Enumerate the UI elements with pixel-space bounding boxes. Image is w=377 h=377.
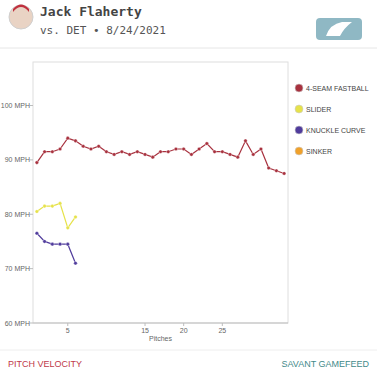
point xyxy=(143,153,147,157)
point xyxy=(221,150,225,154)
point xyxy=(43,150,47,154)
legend-swatch xyxy=(295,126,303,134)
avatar-cap xyxy=(13,5,29,13)
legend-label: SINKER xyxy=(306,148,332,155)
x-axis-label: Pitches xyxy=(149,335,172,342)
point xyxy=(74,139,78,143)
footer-left: PITCH VELOCITY xyxy=(8,359,82,369)
point xyxy=(35,231,39,235)
point xyxy=(74,261,78,265)
point xyxy=(174,147,178,151)
point xyxy=(159,150,163,154)
y-tick xyxy=(30,268,33,269)
x-tick-label: 5 xyxy=(66,327,70,334)
x-tick xyxy=(67,323,68,326)
point xyxy=(74,215,78,219)
y-tick-label: 60 MPH xyxy=(5,320,30,327)
point xyxy=(120,150,124,154)
point xyxy=(267,166,271,170)
header-rule xyxy=(0,48,377,49)
point xyxy=(51,204,55,208)
point xyxy=(43,204,47,208)
point xyxy=(58,242,62,246)
x-tick-label: 25 xyxy=(218,327,226,334)
logo-mark xyxy=(326,22,352,36)
y-tick-label: 70 MPH xyxy=(5,265,30,272)
series-line xyxy=(37,138,284,173)
title: Jack Flaherty xyxy=(40,4,142,19)
logo xyxy=(316,18,362,40)
point xyxy=(35,161,39,165)
point xyxy=(89,147,93,151)
point xyxy=(205,142,209,146)
y-tick xyxy=(30,323,33,324)
x-tick xyxy=(145,323,146,326)
point xyxy=(112,153,116,157)
point xyxy=(136,150,140,154)
legend-label: SLIDER xyxy=(306,106,331,113)
point xyxy=(251,153,255,157)
series-line xyxy=(37,233,76,263)
point xyxy=(282,172,286,176)
point xyxy=(275,169,279,173)
legend-swatch xyxy=(295,147,303,155)
point xyxy=(35,210,39,214)
footer-right: SAVANT GAMEFEED xyxy=(281,359,369,369)
point xyxy=(151,155,155,159)
point xyxy=(51,150,55,154)
x-tick-label: 20 xyxy=(180,327,188,334)
point xyxy=(43,240,47,244)
point xyxy=(197,147,201,151)
legend-swatch xyxy=(295,84,303,92)
legend-label: 4-SEAM FASTBALL xyxy=(306,85,369,92)
point xyxy=(236,155,240,159)
point xyxy=(51,242,55,246)
footer-rule xyxy=(0,350,377,351)
y-tick xyxy=(30,159,33,160)
y-tick xyxy=(30,105,33,106)
legend-swatch xyxy=(295,105,303,113)
x-tick xyxy=(183,323,184,326)
y-tick-label: 90 MPH xyxy=(5,156,30,163)
point xyxy=(228,153,232,157)
point xyxy=(105,150,109,154)
plot-frame xyxy=(33,62,288,323)
point xyxy=(166,150,170,154)
point xyxy=(97,144,101,148)
point xyxy=(128,153,132,157)
point xyxy=(259,147,263,151)
avatar xyxy=(9,5,33,29)
subtitle: vs. DET • 8/24/2021 xyxy=(40,24,166,37)
y-tick xyxy=(30,214,33,215)
point xyxy=(244,139,248,143)
x-tick xyxy=(222,323,223,326)
point xyxy=(81,144,85,148)
point xyxy=(213,150,217,154)
point xyxy=(190,153,194,157)
y-tick-label: 100 MPH xyxy=(1,102,30,109)
plot-marks xyxy=(35,136,286,265)
x-tick-label: 15 xyxy=(141,327,149,334)
point xyxy=(58,147,62,151)
point xyxy=(58,202,62,206)
point xyxy=(182,147,186,151)
x-axis xyxy=(33,323,288,324)
point xyxy=(66,226,70,230)
y-tick-label: 80 MPH xyxy=(5,211,30,218)
legend-label: KNUCKLE CURVE xyxy=(306,127,366,134)
point xyxy=(66,242,70,246)
point xyxy=(66,136,70,140)
series-line xyxy=(37,203,76,227)
